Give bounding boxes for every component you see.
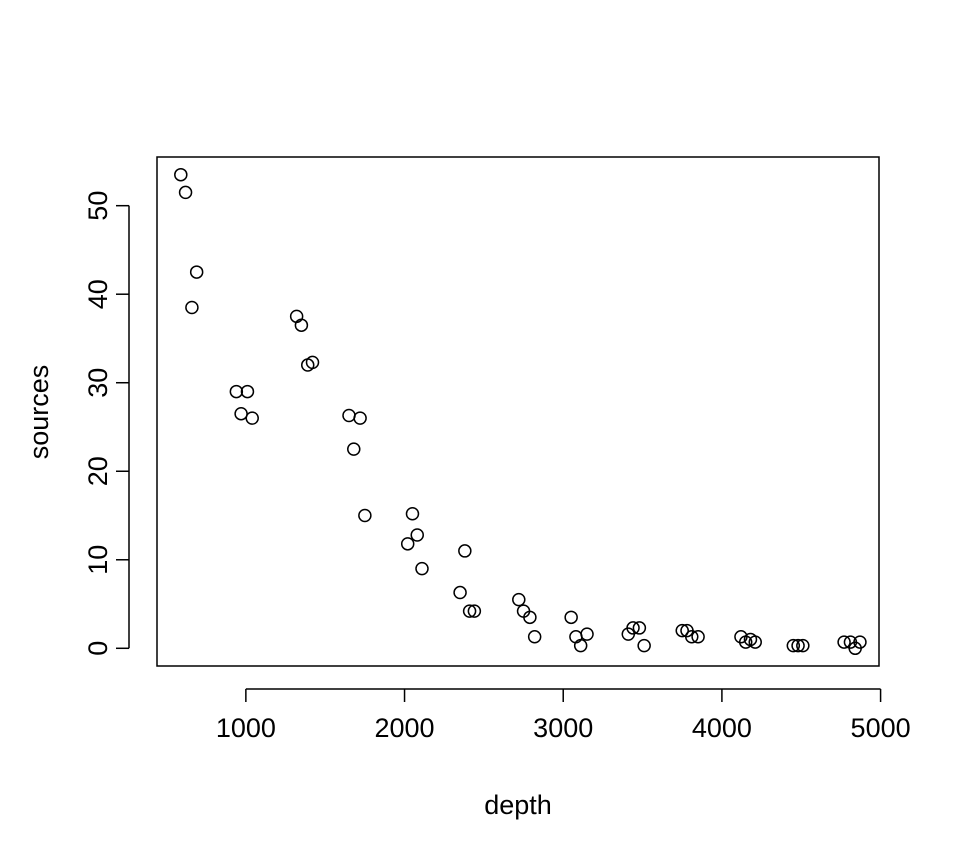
data-point bbox=[685, 630, 699, 644]
data-point bbox=[405, 506, 420, 521]
data-point bbox=[229, 384, 244, 399]
data-point bbox=[189, 265, 204, 279]
data-point bbox=[294, 318, 309, 332]
data-point bbox=[796, 638, 810, 653]
data-point bbox=[305, 355, 320, 370]
x-axis: 1000 2000 3000 4000 5000 bbox=[216, 688, 911, 743]
data-point bbox=[637, 638, 651, 653]
data-point bbox=[178, 185, 193, 200]
x-axis-title: depth bbox=[484, 790, 552, 820]
data-point bbox=[410, 528, 424, 542]
data-point bbox=[853, 635, 867, 649]
x-tick-label: 4000 bbox=[692, 713, 752, 743]
x-tick-label: 3000 bbox=[533, 713, 593, 743]
data-point bbox=[174, 167, 188, 182]
data-point bbox=[415, 561, 429, 576]
y-tick-label: 0 bbox=[83, 641, 113, 656]
data-point bbox=[632, 621, 647, 635]
data-point bbox=[462, 604, 477, 618]
y-axis-title: sources bbox=[24, 365, 54, 460]
data-point bbox=[342, 408, 356, 423]
data-point bbox=[786, 638, 801, 653]
data-point bbox=[523, 610, 537, 625]
data-point bbox=[527, 630, 542, 644]
data-point bbox=[748, 635, 762, 649]
data-point bbox=[837, 635, 851, 649]
data-point bbox=[580, 627, 594, 641]
x-tick-label: 1000 bbox=[216, 713, 276, 743]
data-point bbox=[626, 621, 640, 635]
data-point bbox=[240, 384, 255, 399]
data-point bbox=[234, 406, 248, 421]
y-tick-label: 30 bbox=[83, 368, 113, 398]
x-tick-label: 5000 bbox=[851, 713, 911, 743]
y-axis: 0 10 20 30 40 50 bbox=[83, 191, 130, 656]
y-tick-label: 20 bbox=[83, 456, 113, 486]
data-point bbox=[791, 638, 805, 653]
data-point bbox=[347, 442, 361, 456]
data-point bbox=[573, 638, 588, 653]
y-tick-label: 50 bbox=[83, 191, 113, 221]
plot-frame bbox=[156, 156, 880, 667]
data-point bbox=[512, 592, 526, 607]
data-point bbox=[400, 537, 415, 551]
data-point bbox=[458, 544, 472, 558]
data-point bbox=[564, 610, 578, 625]
data-point bbox=[675, 623, 689, 638]
data-point bbox=[358, 508, 372, 523]
y-tick-label: 40 bbox=[83, 279, 113, 309]
data-point bbox=[185, 300, 199, 315]
x-tick-label: 2000 bbox=[375, 713, 435, 743]
plot-layer bbox=[174, 167, 867, 656]
y-tick-label: 10 bbox=[83, 545, 113, 575]
data-point bbox=[467, 604, 482, 618]
data-point bbox=[353, 411, 367, 425]
data-point bbox=[691, 630, 705, 644]
data-point bbox=[245, 411, 259, 425]
data-point bbox=[453, 585, 467, 600]
